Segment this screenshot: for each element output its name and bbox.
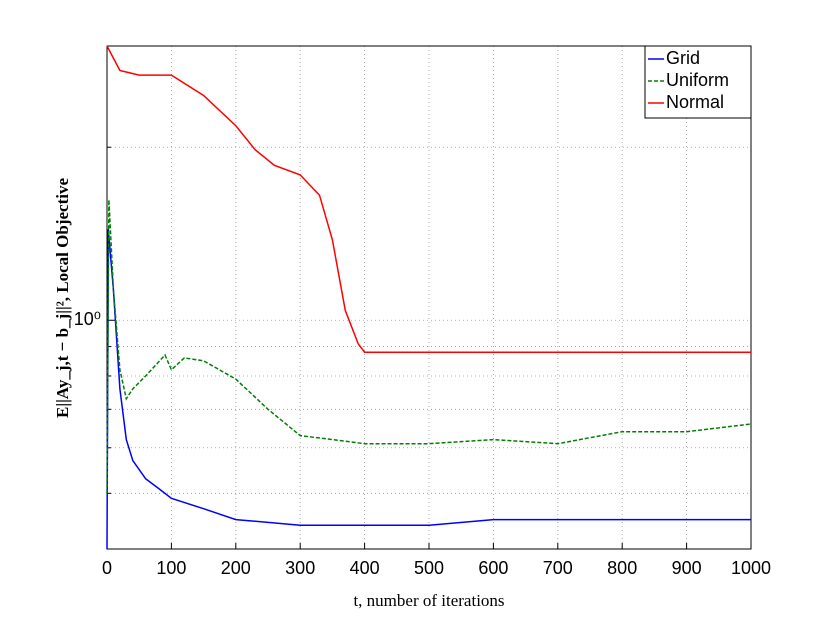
series-line [106, 229, 751, 550]
y-tick-label: 10⁰ [74, 309, 101, 329]
x-tick-label: 700 [543, 558, 573, 578]
legend-box [644, 45, 752, 119]
series-line [106, 199, 752, 494]
x-tick-label: 400 [350, 558, 380, 578]
x-tick-label: 300 [285, 558, 315, 578]
x-tick-label: 1000 [731, 558, 771, 578]
x-tick-label: 100 [156, 558, 186, 578]
x-tick-label: 900 [672, 558, 702, 578]
legend-label: Grid [666, 48, 700, 68]
legend-label: Uniform [666, 70, 729, 90]
plot-frame [106, 45, 752, 550]
y-axis-label: E||Ay_j,t − b_j||², Local Objective [53, 178, 72, 418]
x-tick-label: 500 [414, 558, 444, 578]
x-tick-label: 600 [478, 558, 508, 578]
x-tick-label: 200 [221, 558, 251, 578]
x-tick-label: 0 [102, 558, 112, 578]
legend-label: Normal [666, 92, 724, 112]
x-tick-label: 800 [607, 558, 637, 578]
x-axis-label: t, number of iterations [353, 591, 504, 610]
series-line [106, 45, 751, 353]
